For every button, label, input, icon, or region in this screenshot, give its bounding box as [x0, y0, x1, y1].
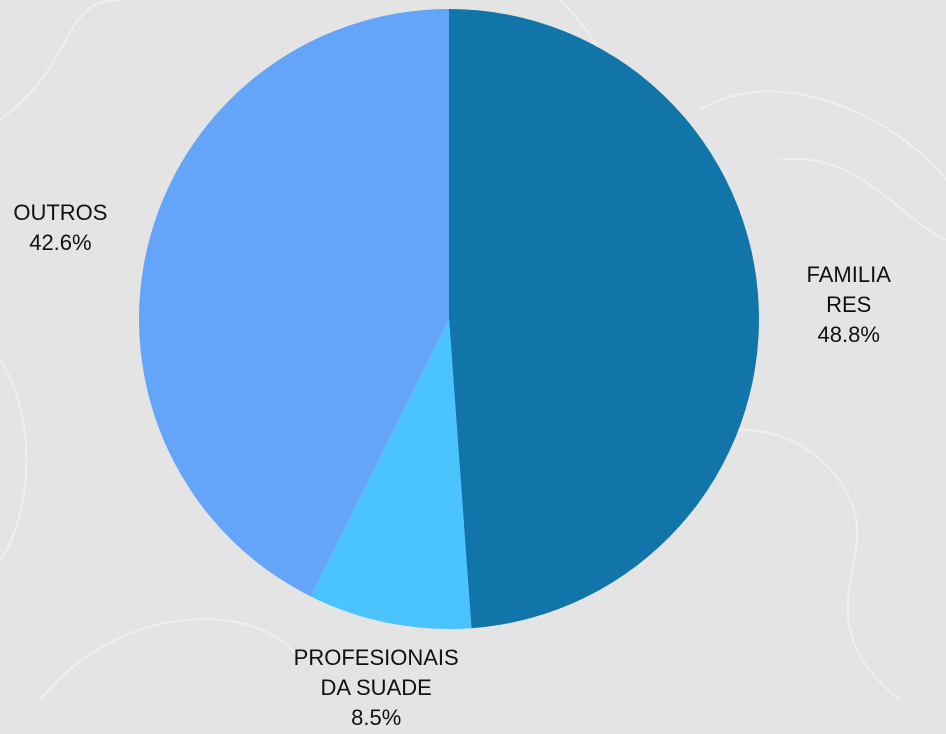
slice-label: OUTROS 42.6%: [13, 198, 107, 258]
slice-label: FAMILIARES 48.8%: [800, 260, 897, 350]
slice-category: OUTROS: [13, 199, 108, 225]
slice-value: 48.8%: [817, 321, 880, 347]
pie-slice: [449, 9, 759, 629]
slice-value: 8.5%: [351, 704, 402, 730]
slice-category: FAMILIARES: [806, 261, 891, 317]
slice-label: PROFESIONAIS DA SUADE 8.5%: [290, 643, 462, 733]
slice-value: 42.6%: [29, 229, 92, 255]
slice-category: PROFESIONAIS DA SUADE: [293, 644, 459, 700]
pie-slice: [139, 9, 449, 597]
pie-slice: [310, 319, 472, 629]
